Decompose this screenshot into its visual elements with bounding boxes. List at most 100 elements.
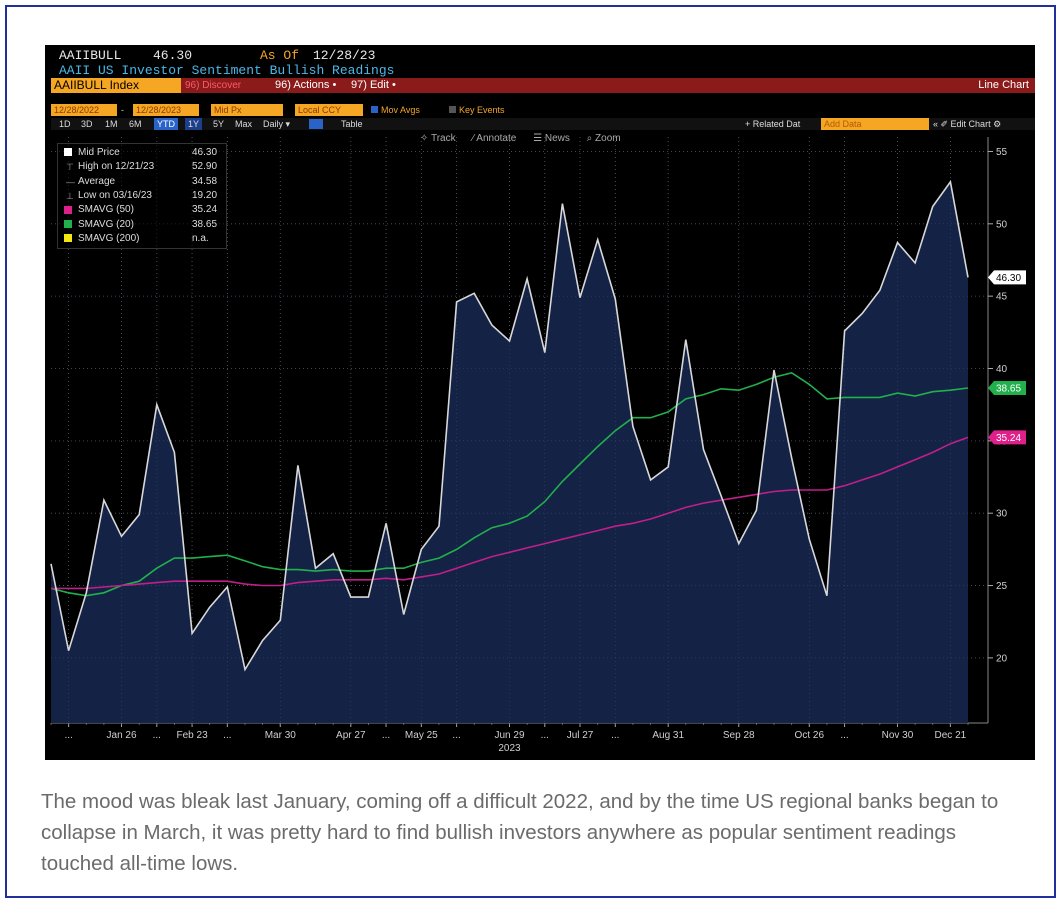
legend-swatch — [64, 234, 72, 243]
chart-icon[interactable] — [309, 119, 323, 129]
end-date-field[interactable]: 12/28/2023 — [133, 104, 199, 116]
range-1d[interactable]: 1D — [59, 119, 71, 129]
range-max[interactable]: Max — [235, 119, 253, 129]
add-data-field[interactable]: Add Data — [821, 118, 929, 130]
field-select[interactable]: Mid Px — [211, 104, 283, 116]
value-tag-label: 35.24 — [996, 433, 1021, 444]
y-tick-label: 20 — [996, 653, 1008, 664]
annotate-button[interactable]: ∕ Annotate — [472, 133, 517, 144]
legend-value: 52.90 — [192, 161, 218, 173]
start-date-field[interactable]: 12/28/2022 — [51, 104, 117, 116]
as-of-label: As Of — [260, 48, 300, 63]
legend-row: Mid Price 46.30 — [64, 147, 217, 159]
x-tick-label: ... — [840, 730, 848, 741]
index-field[interactable]: AAIIBULL Index — [51, 78, 181, 93]
x-tick-label: Apr 27 — [336, 730, 366, 741]
date-separator: - — [121, 105, 124, 115]
x-tick-label: Jul 27 — [567, 730, 594, 741]
legend-value: 19.20 — [192, 189, 218, 201]
legend-value: 34.58 — [192, 175, 218, 187]
x-tick-label: Dec 21 — [935, 730, 967, 741]
value-tag-shape — [988, 381, 1026, 396]
range-ytd[interactable]: YTD — [154, 118, 178, 130]
value-tag-label: 46.30 — [996, 273, 1021, 284]
table-button[interactable]: Table — [341, 119, 363, 129]
x-tick-label: Jun 29 — [494, 730, 524, 741]
period-select[interactable]: Daily ▾ — [263, 119, 291, 129]
y-tick-label: 40 — [996, 364, 1008, 375]
y-tick-label: 50 — [996, 219, 1008, 230]
legend-label: SMAVG (50) — [78, 204, 134, 216]
checkbox-checked-icon — [371, 106, 378, 113]
track-button[interactable]: ✧ Track — [420, 133, 456, 144]
news-button[interactable]: ☰ News — [533, 133, 570, 144]
edit-chart-button[interactable]: « ✐ Edit Chart ⚙ — [933, 119, 1002, 129]
mov-avgs-checkbox[interactable]: Mov Avgs — [371, 104, 420, 116]
chart-type-label: Line Chart — [978, 79, 1029, 91]
range-6m[interactable]: 6M — [129, 119, 142, 129]
zoom-button[interactable]: ⌕ Zoom — [586, 133, 621, 144]
chart-legend: Mid Price 46.30 ⊤ High on 12/21/23 52.90 — Ave… — [57, 143, 227, 249]
x-tick-label: Oct 26 — [795, 730, 825, 741]
legend-value: 35.24 — [192, 204, 218, 216]
value-tag-label: 38.65 — [996, 384, 1021, 395]
currency-select[interactable]: Local CCY — [295, 104, 363, 116]
legend-swatch — [64, 148, 72, 157]
y-tick-label: 30 — [996, 509, 1008, 520]
y-tick-label: 45 — [996, 292, 1008, 303]
sentiment-chart: 2025303540455055...Jan 26...Feb 23...Mar… — [50, 137, 1026, 754]
legend-row: ⊤ High on 12/21/23 52.90 — [64, 161, 217, 173]
smavg50-value-tag: 35.24 — [988, 430, 1026, 445]
legend-marker-icon: — — [66, 176, 75, 187]
legend-row: SMAVG (20) 38.65 — [64, 219, 217, 231]
ticker-symbol: AAIIBULL — [59, 48, 122, 63]
x-tick-label: Sep 28 — [723, 730, 755, 741]
edit-menu[interactable]: 97) Edit • — [351, 79, 396, 91]
mid-price-line — [50, 179, 969, 672]
x-tick-label: Feb 23 — [177, 730, 209, 741]
menu-bar: AAIIBULL Index 96) Discover 96) Actions … — [51, 78, 1035, 93]
security-description: AAII US Investor Sentiment Bullish Readi… — [59, 63, 395, 78]
range-5y[interactable]: 5Y — [213, 119, 225, 129]
figure-caption: The mood was bleak last January, coming … — [41, 790, 999, 875]
as-of-date: 12/28/23 — [313, 48, 376, 63]
legend-marker-icon: ⊤ — [66, 162, 74, 173]
x-tick-label: ... — [64, 730, 72, 741]
key-events-label: Key Events — [459, 105, 505, 115]
x-tick-label: ... — [223, 730, 231, 741]
x-tick-label: ... — [452, 730, 460, 741]
legend-label: SMAVG (200) — [78, 232, 140, 244]
legend-label: High on 12/21/23 — [78, 161, 155, 173]
range-bar: 1D 3D 1M 6M YTD 1Y 5Y Max Daily ▾ Table … — [51, 118, 1035, 130]
legend-row: — Average 34.58 — [64, 176, 217, 188]
legend-label: SMAVG (20) — [78, 218, 134, 230]
x-axis-label: 2023 — [498, 743, 521, 754]
series-line-smavg-20 — [50, 371, 969, 597]
related-data-button[interactable]: + Related Dat — [745, 119, 801, 129]
series-line-smavg-50 — [51, 436, 969, 590]
actions-menu[interactable]: 96) Actions • — [275, 79, 337, 91]
range-1m[interactable]: 1M — [105, 119, 118, 129]
chart-toolbar: ✧ Track ∕ Annotate ☰ News ⌕ Zoom — [420, 133, 621, 144]
legend-value: 46.30 — [192, 147, 218, 158]
legend-value: n.a. — [192, 232, 209, 244]
value-tag-shape — [988, 270, 1026, 285]
legend-label: Mid Price — [78, 147, 120, 158]
key-events-checkbox[interactable]: Key Events — [449, 104, 505, 116]
figure-frame: AAIIBULL 46.30 As Of 12/28/23 AAII US In… — [5, 5, 1056, 898]
smavg20-value-tag: 38.65 — [988, 381, 1026, 396]
x-tick-label: Mar 30 — [265, 730, 297, 741]
bloomberg-terminal-chart: AAIIBULL 46.30 As Of 12/28/23 AAII US In… — [45, 45, 1035, 760]
y-tick-label: 25 — [996, 581, 1008, 592]
legend-row: SMAVG (50) 35.24 — [64, 204, 217, 216]
discover-menu[interactable]: 96) Discover — [185, 80, 242, 91]
legend-value: 38.65 — [192, 218, 218, 230]
mid-price-value-tag: 46.30 — [988, 270, 1026, 285]
mid-price-area — [51, 181, 968, 723]
range-3d[interactable]: 3D — [81, 119, 93, 129]
range-1y[interactable]: 1Y — [185, 118, 203, 130]
legend-label: Low on 03/16/23 — [78, 189, 152, 201]
x-tick-label: May 25 — [405, 730, 438, 741]
x-tick-label: ... — [541, 730, 549, 741]
x-tick-label: ... — [382, 730, 390, 741]
